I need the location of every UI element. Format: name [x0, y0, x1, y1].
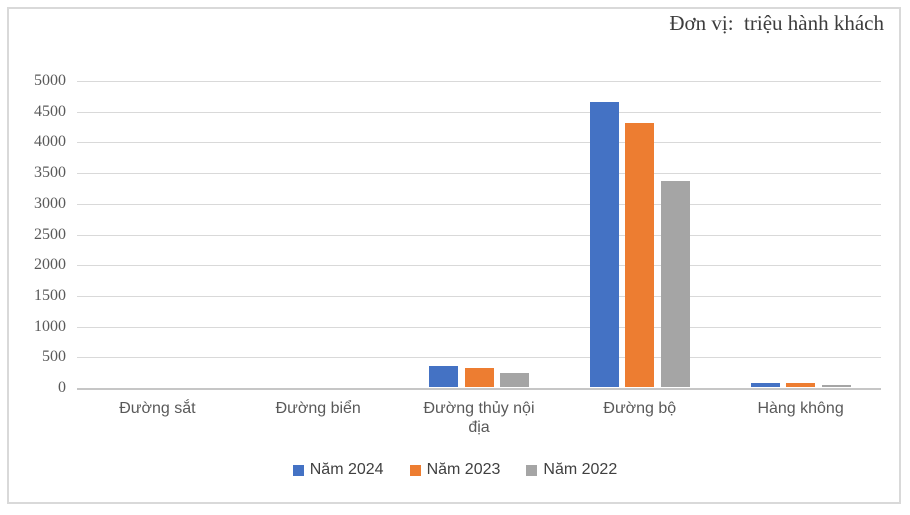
legend-swatch [409, 464, 421, 476]
chart-border-frame [7, 7, 901, 504]
y-tick-label: 3000 [34, 194, 66, 212]
y-tick-label: 2000 [34, 256, 66, 274]
gridline [77, 295, 881, 297]
y-tick-label: 4000 [34, 133, 66, 151]
x-axis-line [77, 388, 881, 390]
gridline [77, 81, 881, 82]
legend-swatch [292, 464, 304, 476]
gridline [77, 357, 881, 359]
y-tick-label: 3500 [34, 164, 66, 182]
y-tick-label: 5000 [34, 72, 66, 89]
bar [625, 122, 655, 387]
gridline [77, 234, 881, 236]
plot-area [77, 81, 881, 390]
bar [464, 367, 494, 387]
bar [821, 384, 851, 387]
legend-label: Năm 2023 [426, 461, 501, 478]
legend-item: Năm 2022 [526, 461, 617, 479]
x-tick-label: Đường thủy nội địa [423, 400, 535, 436]
x-axis: Đường sắt Đường biển Đường thủy nội địa Đườ… [77, 399, 881, 443]
y-tick-label: 1000 [34, 317, 66, 335]
bar [429, 365, 458, 387]
legend-label: Năm 2022 [543, 461, 618, 478]
y-tick-label: 0 [58, 379, 66, 396]
gridline [77, 203, 881, 205]
y-tick-label: 2500 [34, 225, 66, 243]
bar [589, 101, 619, 387]
y-tick-label: 1500 [34, 286, 66, 304]
gridline [77, 173, 881, 175]
legend-label: Năm 2024 [309, 461, 384, 478]
legend-item: Năm 2024 [292, 461, 384, 479]
legend-swatch [526, 464, 538, 476]
x-tick-label: Đường sắt [119, 400, 196, 417]
y-tick-label: 500 [42, 348, 66, 366]
x-tick-label: Đường biển [275, 400, 361, 417]
x-tick-label: Hàng không [757, 400, 844, 417]
bar [660, 181, 690, 387]
gridline [77, 142, 881, 144]
bar [786, 383, 816, 387]
bar [500, 372, 529, 387]
gridline [77, 111, 881, 113]
gridline [77, 326, 881, 328]
gridline [77, 265, 881, 267]
y-axis: 0 500 1000 1500 2000 2500 3000 3500 4000 4500 5000 [0, 73, 66, 396]
bar [750, 383, 780, 387]
legend-item: Năm 2023 [409, 461, 501, 479]
chart-title: Đơn vị: triệu hành khách [669, 11, 884, 35]
y-tick-label: 4500 [34, 102, 66, 120]
legend: Năm 2024 Năm 2023 Năm 2022 [0, 461, 910, 479]
x-tick-label: Đường bộ [603, 400, 677, 417]
